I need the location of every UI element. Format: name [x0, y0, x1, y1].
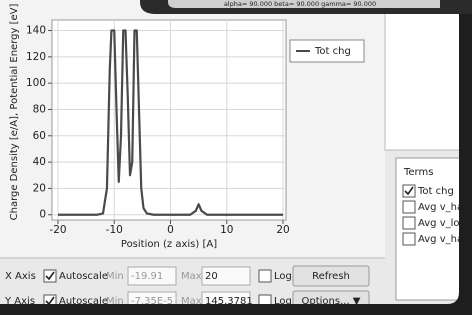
x-tick-label: 20 [276, 224, 289, 236]
y-tick-label: 40 [33, 156, 46, 168]
y-tick-label: 0 [39, 209, 46, 221]
y-tick-label: 20 [33, 182, 46, 194]
checkbox[interactable] [259, 270, 271, 282]
log-label: Log [274, 271, 292, 282]
cell-parameters: alpha= 90.000 beta= 90.000 gamma= 90.000 [224, 0, 376, 8]
x-tick-label: -20 [49, 224, 66, 236]
y-tick-label: 140 [26, 25, 46, 37]
y-tick-label: 100 [26, 77, 46, 89]
max-value: 20 [205, 271, 218, 282]
plot-area [52, 20, 286, 220]
y-tick-label: 120 [26, 51, 46, 63]
side-panel [385, 0, 472, 150]
min-value: -19.91 [131, 271, 163, 282]
max-label: Max [181, 271, 202, 282]
axis-label: X Axis [5, 271, 36, 282]
checkbox[interactable] [403, 217, 415, 229]
checkbox[interactable] [403, 185, 415, 197]
screenshot: 0 20 40 60 80 100 120 140 -20 -10 0 10 20 Position (z… [0, 0, 472, 315]
checkbox[interactable] [44, 270, 56, 282]
min-label: Min [106, 271, 124, 282]
autoscale-label: Autoscale [59, 271, 108, 282]
checkbox[interactable] [403, 201, 415, 213]
x-axis-label: Position (z axis) [A] [121, 239, 217, 250]
term-label: Avg v_loc [418, 218, 465, 229]
term-label: Tot chg [417, 186, 454, 197]
terms-title: Terms [403, 167, 433, 178]
checkbox[interactable] [403, 233, 415, 245]
y-axis-label: Charge Density [e/A], Potential Energy [… [9, 4, 20, 221]
y-tick-label: 60 [33, 130, 46, 142]
button-label: Refresh [312, 271, 350, 282]
x-tick-label: -10 [106, 224, 123, 236]
y-tick-label: 80 [33, 103, 46, 115]
legend-label: Tot chg [314, 46, 351, 57]
x-tick-label: 10 [220, 224, 233, 236]
x-tick-label: 0 [167, 224, 174, 236]
